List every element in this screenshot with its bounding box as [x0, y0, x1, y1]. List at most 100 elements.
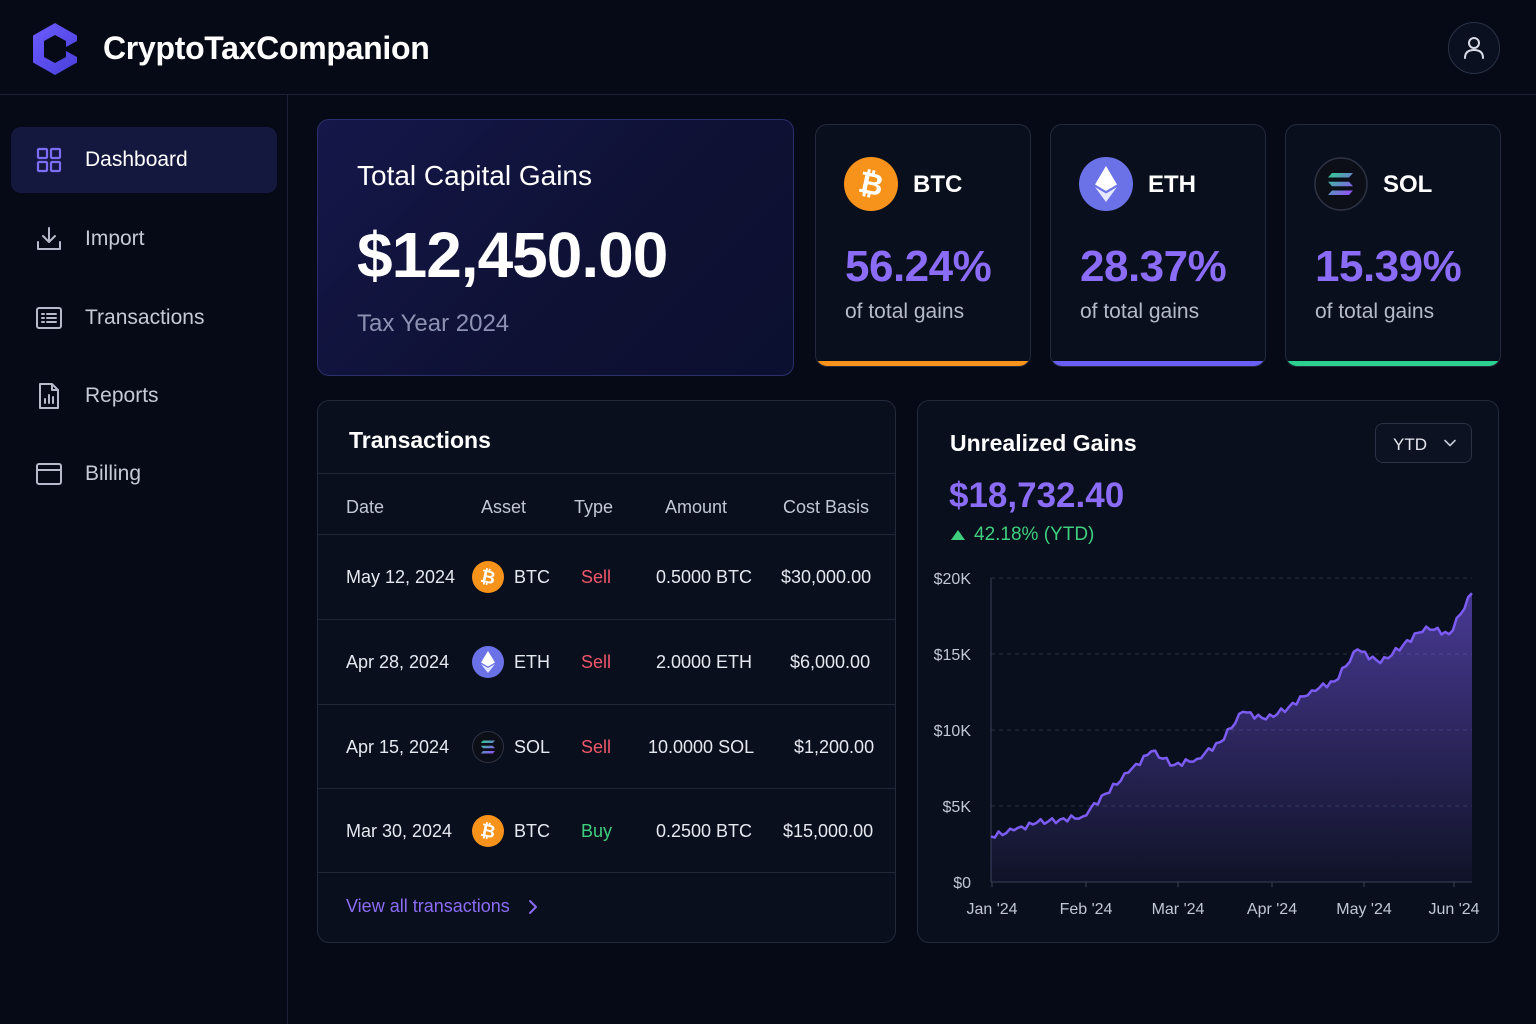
sidebar-item-transactions[interactable]: Transactions — [11, 285, 277, 351]
view-all-transactions-link[interactable]: View all transactions — [346, 896, 540, 917]
asset-percentage: 15.39% — [1315, 242, 1462, 291]
y-tick-label: $0 — [953, 875, 971, 892]
bitcoin-icon: ₿ — [472, 561, 504, 593]
cell-asset: SOL — [514, 737, 551, 757]
divider — [318, 473, 895, 474]
triangle-up-icon — [951, 530, 965, 540]
cell-cost-basis: $6,000.00 — [790, 652, 871, 672]
chevron-down-icon — [1444, 439, 1456, 447]
profile-button[interactable] — [1448, 22, 1500, 74]
cell-date: Apr 28, 2024 — [346, 652, 450, 672]
asset-symbol: SOL — [1383, 171, 1433, 198]
ethereum-icon — [472, 646, 504, 678]
y-tick-label: $5K — [943, 799, 972, 816]
cell-type: Buy — [581, 821, 613, 841]
cell-type: Sell — [581, 652, 612, 672]
list-icon — [36, 307, 62, 329]
y-tick-label: $15K — [934, 647, 972, 664]
x-tick-label: Mar '24 — [1152, 901, 1205, 918]
sidebar-item-dashboard[interactable]: Dashboard — [11, 127, 277, 193]
series-area — [991, 593, 1472, 882]
user-icon — [1464, 37, 1484, 59]
asset-symbol: ETH — [1148, 171, 1196, 198]
period-select[interactable]: YTD — [1375, 423, 1472, 463]
asset-subtitle: of total gains — [1080, 300, 1200, 323]
bitcoin-icon: ₿ — [472, 815, 504, 847]
app-title: CryptoTaxCompanion — [103, 30, 430, 66]
period-select-value: YTD — [1393, 435, 1427, 454]
cell-date: May 12, 2024 — [346, 567, 456, 587]
hexagon-c-logo[interactable] — [30, 21, 80, 77]
cell-cost-basis: $30,000.00 — [781, 567, 872, 587]
cell-type: Sell — [581, 567, 612, 587]
column-header-type: Type — [574, 497, 614, 517]
column-header-cost-basis: Cost Basis — [783, 497, 870, 517]
asset-subtitle: of total gains — [845, 300, 965, 323]
cell-amount: 0.2500 BTC — [656, 821, 753, 841]
transactions-card: Transactions Date Asset Type Amount Cost… — [317, 400, 896, 943]
sidebar-item-reports[interactable]: Reports — [11, 363, 277, 429]
divider — [318, 704, 895, 705]
total-gains-card: Total Capital Gains $12,450.00 Tax Year … — [317, 119, 794, 376]
app-header: CryptoTaxCompanion — [0, 0, 1536, 95]
bitcoin-icon: ₿ — [844, 157, 898, 211]
series-line — [990, 592, 1473, 839]
x-tick-label: Jan '24 — [966, 901, 1017, 918]
total-gains-label: Total Capital Gains — [357, 160, 593, 191]
solana-icon — [472, 731, 504, 763]
table-row[interactable]: Apr 15, 2024 SOL Sell 10.0000 SOL $1,200… — [318, 705, 895, 789]
x-tick-label: Apr '24 — [1247, 901, 1297, 918]
table-row[interactable]: Apr 28, 2024 ETH Sell 2.0000 ETH $6,000.… — [318, 620, 895, 704]
cell-cost-basis: $15,000.00 — [783, 821, 874, 841]
cell-type: Sell — [581, 737, 612, 757]
cell-amount: 10.0000 SOL — [648, 737, 755, 757]
cell-amount: 0.5000 BTC — [656, 567, 753, 587]
asset-card-eth[interactable]: ETH 28.37% of total gains — [1050, 124, 1266, 367]
cell-asset: BTC — [514, 821, 550, 841]
sidebar-item-billing[interactable]: Billing — [11, 441, 277, 507]
x-tick-label: Jun '24 — [1428, 901, 1479, 918]
column-header-amount: Amount — [665, 497, 728, 517]
divider — [318, 788, 895, 789]
sidebar-item-import[interactable]: Import — [11, 206, 277, 272]
column-header-date: Date — [346, 497, 385, 517]
card-icon — [36, 463, 62, 485]
table-row[interactable]: May 12, 2024 ₿ BTC Sell 0.5000 BTC $30,0… — [318, 535, 895, 619]
cell-cost-basis: $1,200.00 — [794, 737, 875, 757]
asset-accent-bar — [1051, 361, 1265, 366]
sidebar-item-label: Transactions — [85, 306, 205, 329]
total-gains-value: $12,450.00 — [357, 219, 668, 291]
x-tick-label: Feb '24 — [1060, 901, 1113, 918]
cell-date: Apr 15, 2024 — [346, 737, 450, 757]
asset-subtitle: of total gains — [1315, 300, 1435, 323]
svg-text:₿: ₿ — [479, 566, 498, 590]
sidebar-item-label: Import — [85, 227, 145, 250]
table-row[interactable]: Mar 30, 2024 ₿ BTC Buy 0.2500 BTC $15,00… — [318, 789, 895, 873]
unrealized-gains-change: 42.18% (YTD) — [950, 524, 1094, 546]
unrealized-gains-title: Unrealized Gains — [950, 430, 1137, 456]
column-header-asset: Asset — [481, 497, 527, 517]
y-tick-label: $10K — [934, 723, 972, 740]
x-tick-label: May '24 — [1336, 901, 1392, 918]
divider — [318, 534, 895, 535]
transactions-title: Transactions — [349, 427, 491, 453]
report-icon — [39, 383, 59, 409]
asset-card-btc[interactable]: ₿ BTC 56.24% of total gains — [815, 124, 1031, 367]
cell-amount: 2.0000 ETH — [656, 652, 753, 672]
unrealized-gains-chart: $0 $5K $10K $15K $20K Jan '24 Feb '24 Mar '24 Ap… — [934, 571, 1480, 918]
divider — [318, 619, 895, 620]
asset-accent-bar — [816, 361, 1030, 366]
cell-asset: BTC — [514, 567, 550, 587]
unrealized-gains-card: Unrealized Gains YTD $18,732.40 42.18% (… — [917, 400, 1499, 943]
sidebar-item-label: Billing — [85, 462, 142, 485]
asset-accent-bar — [1286, 361, 1500, 366]
chevron-right-icon — [528, 899, 537, 914]
download-icon — [37, 227, 61, 250]
change-label: 42.18% (YTD) — [974, 524, 1095, 545]
grid-icon — [36, 147, 62, 173]
divider — [318, 872, 895, 873]
sidebar: Dashboard Import Transactions Reports Bi… — [0, 95, 288, 1024]
asset-percentage: 28.37% — [1080, 242, 1227, 291]
cell-asset: ETH — [514, 652, 550, 672]
asset-card-sol[interactable]: SOL 15.39% of total gains — [1285, 124, 1501, 367]
